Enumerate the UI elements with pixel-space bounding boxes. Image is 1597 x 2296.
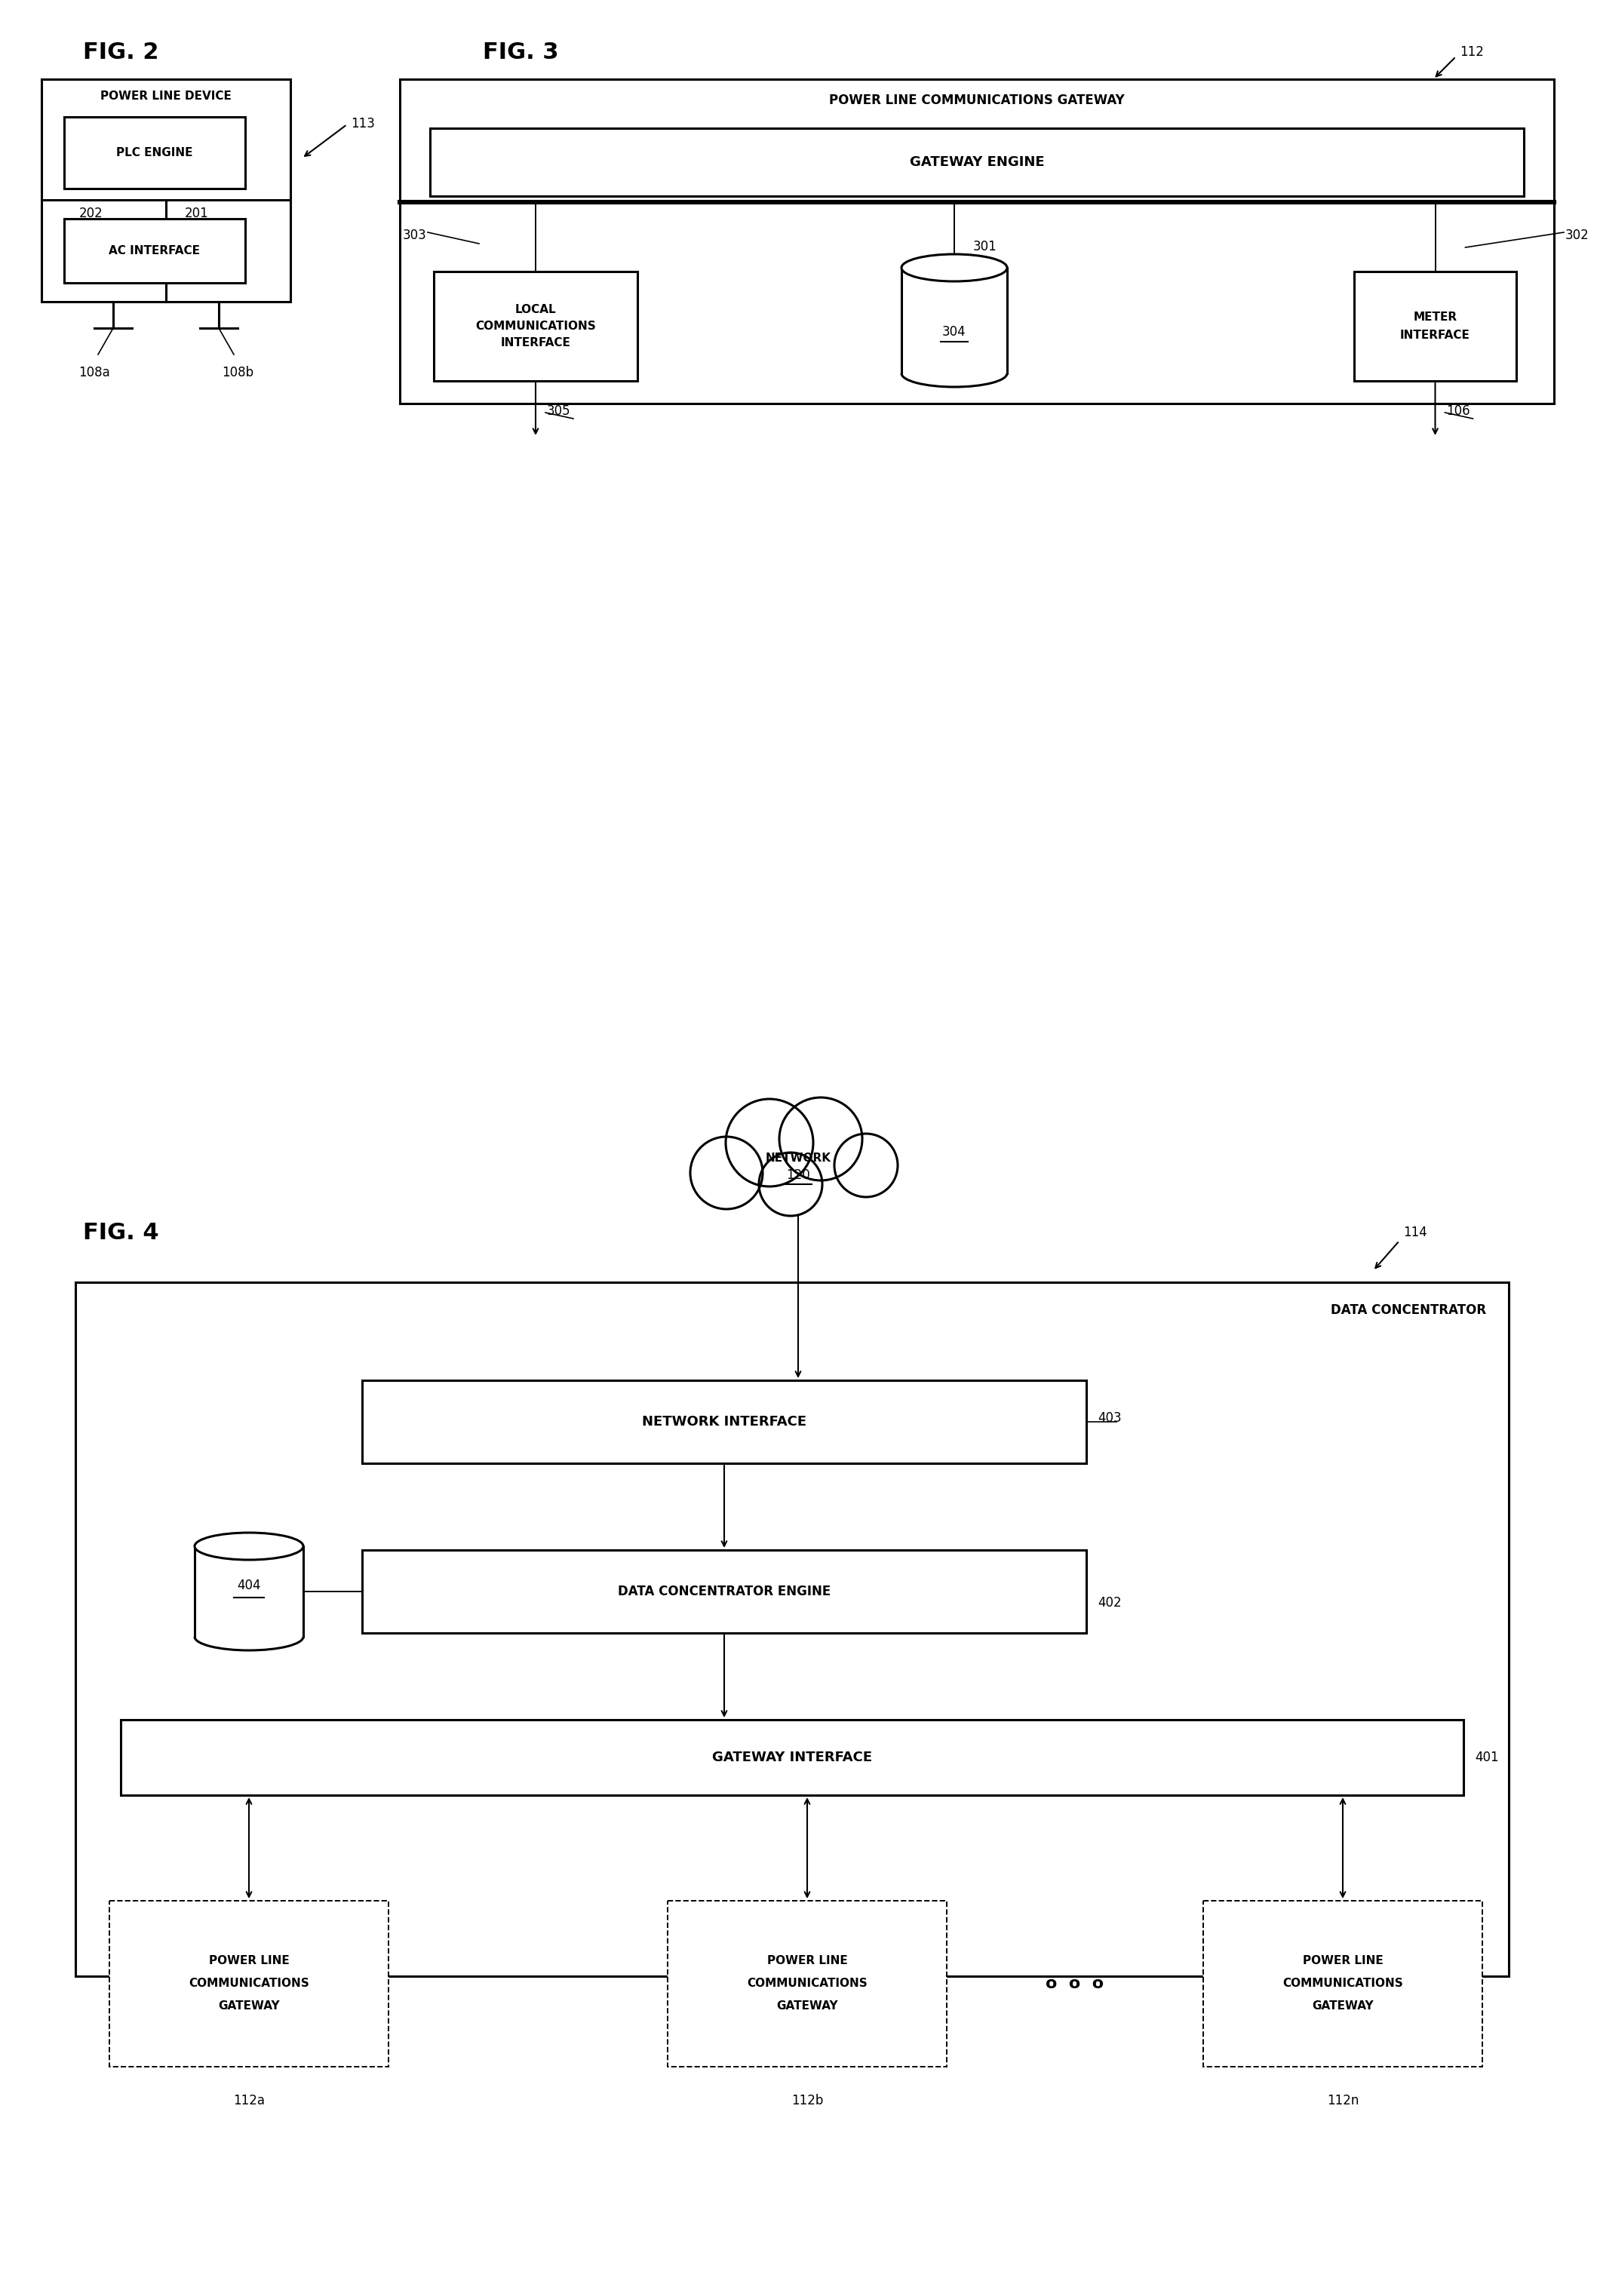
Text: COMMUNICATIONS: COMMUNICATIONS — [476, 321, 596, 333]
Text: FIG. 4: FIG. 4 — [83, 1221, 158, 1244]
Text: GATEWAY ENGINE: GATEWAY ENGINE — [910, 156, 1044, 170]
Text: 108b: 108b — [222, 365, 254, 379]
Circle shape — [779, 1097, 862, 1180]
Bar — [434, 271, 637, 381]
Text: POWER LINE: POWER LINE — [209, 1956, 289, 1968]
Bar — [109, 1901, 388, 2066]
Text: DATA CONCENTRATOR: DATA CONCENTRATOR — [1330, 1304, 1487, 1318]
Text: INTERFACE: INTERFACE — [1401, 331, 1471, 340]
Bar — [430, 129, 1524, 195]
Text: FIG. 2: FIG. 2 — [83, 41, 158, 64]
Text: 112n: 112n — [1327, 2094, 1359, 2108]
Text: GATEWAY: GATEWAY — [1313, 2000, 1373, 2011]
Text: NETWORK: NETWORK — [765, 1153, 830, 1164]
Text: FIG. 3: FIG. 3 — [482, 41, 559, 64]
Circle shape — [759, 1153, 822, 1217]
Text: POWER LINE: POWER LINE — [767, 1956, 848, 1968]
Circle shape — [834, 1134, 898, 1196]
Text: INTERFACE: INTERFACE — [500, 338, 570, 349]
Bar — [399, 78, 1554, 404]
Text: 402: 402 — [1097, 1596, 1121, 1609]
Text: 112: 112 — [1460, 46, 1484, 60]
Text: 404: 404 — [236, 1580, 260, 1591]
Text: GATEWAY INTERFACE: GATEWAY INTERFACE — [712, 1750, 872, 1763]
Text: 301: 301 — [973, 239, 997, 253]
Text: DATA CONCENTRATOR ENGINE: DATA CONCENTRATOR ENGINE — [618, 1584, 830, 1598]
Text: 112a: 112a — [233, 2094, 265, 2108]
Text: 302: 302 — [1565, 230, 1589, 241]
Text: AC INTERFACE: AC INTERFACE — [109, 246, 200, 257]
Text: 202: 202 — [80, 207, 104, 220]
Text: 304: 304 — [942, 326, 966, 340]
Text: 403: 403 — [1097, 1412, 1121, 1426]
Ellipse shape — [901, 255, 1008, 282]
Text: COMMUNICATIONS: COMMUNICATIONS — [1282, 1979, 1404, 1988]
Text: POWER LINE: POWER LINE — [1303, 1956, 1383, 1968]
Text: POWER LINE DEVICE: POWER LINE DEVICE — [101, 90, 232, 101]
Text: 305: 305 — [546, 404, 570, 418]
Bar — [363, 1380, 1086, 1463]
Ellipse shape — [195, 1534, 303, 1559]
Text: 201: 201 — [185, 207, 209, 220]
Text: 108a: 108a — [78, 365, 110, 379]
Bar — [1203, 1901, 1482, 2066]
Text: NETWORK INTERFACE: NETWORK INTERFACE — [642, 1414, 806, 1428]
Text: 113: 113 — [351, 117, 375, 131]
Text: o  o  o: o o o — [1046, 1977, 1104, 1991]
Text: 106: 106 — [1447, 404, 1471, 418]
Bar — [42, 78, 291, 301]
Bar — [64, 218, 246, 282]
Text: 120: 120 — [786, 1169, 810, 1182]
Text: GATEWAY: GATEWAY — [776, 2000, 838, 2011]
Text: POWER LINE COMMUNICATIONS GATEWAY: POWER LINE COMMUNICATIONS GATEWAY — [829, 94, 1124, 108]
Text: METER: METER — [1413, 312, 1456, 324]
Text: COMMUNICATIONS: COMMUNICATIONS — [747, 1979, 867, 1988]
Text: 112b: 112b — [791, 2094, 822, 2108]
Text: COMMUNICATIONS: COMMUNICATIONS — [188, 1979, 310, 1988]
Bar — [121, 1720, 1463, 1795]
Bar — [64, 117, 246, 188]
Bar — [363, 1550, 1086, 1632]
Bar — [1354, 271, 1516, 381]
Text: 401: 401 — [1474, 1750, 1498, 1763]
Circle shape — [690, 1137, 763, 1210]
Text: 303: 303 — [402, 230, 426, 241]
Text: 114: 114 — [1404, 1226, 1428, 1240]
Text: GATEWAY: GATEWAY — [219, 2000, 279, 2011]
Bar — [75, 1281, 1509, 1977]
Bar — [668, 1901, 947, 2066]
Circle shape — [725, 1100, 813, 1187]
Text: LOCAL: LOCAL — [514, 303, 556, 315]
Text: PLC ENGINE: PLC ENGINE — [117, 147, 193, 158]
